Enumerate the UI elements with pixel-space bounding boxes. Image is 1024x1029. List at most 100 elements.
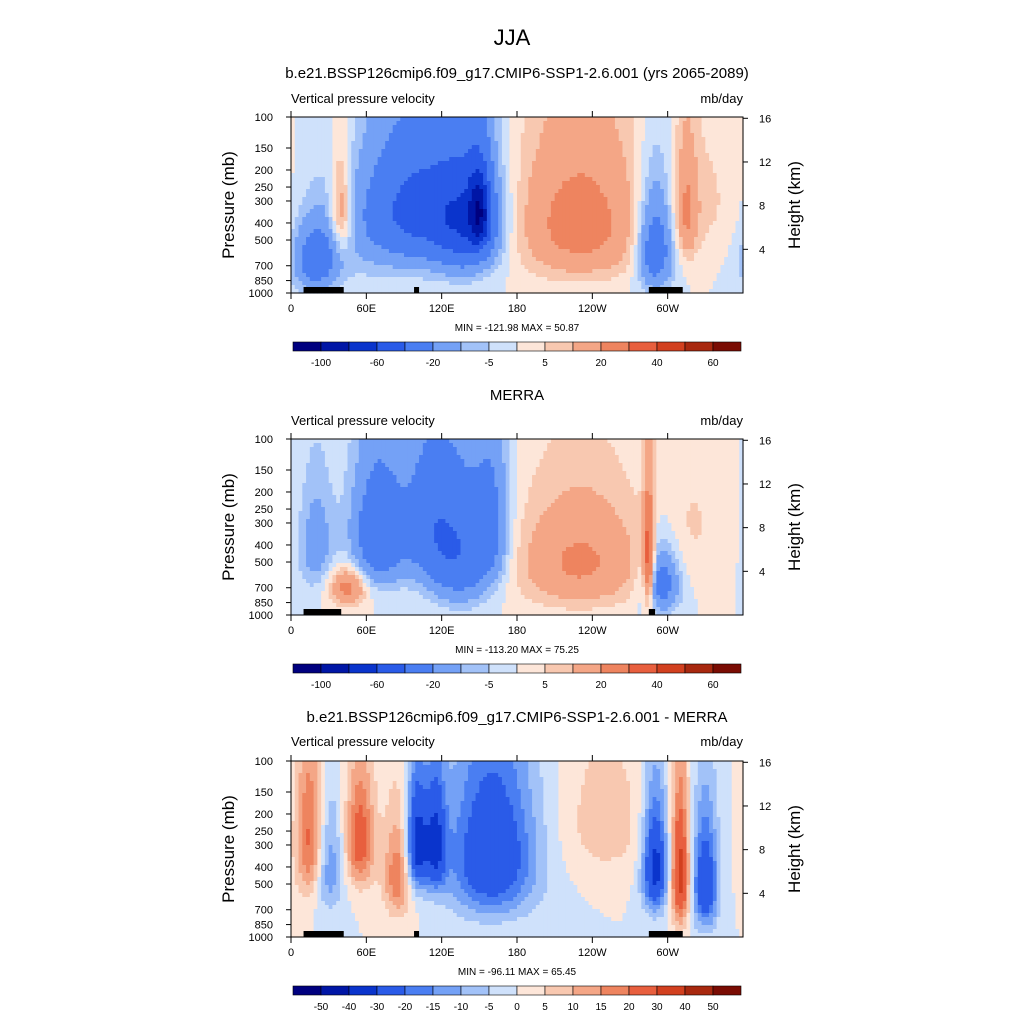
heatmap-cell (475, 213, 480, 218)
heatmap-cell (385, 137, 390, 142)
heatmap-cell (411, 169, 416, 174)
heatmap-cell (317, 217, 322, 222)
heatmap-cell (381, 149, 386, 154)
heatmap-cell (618, 125, 624, 130)
heatmap-cell (422, 145, 428, 150)
heatmap-cell (437, 125, 443, 130)
heatmap-cell (291, 189, 296, 194)
heatmap-cell (291, 213, 296, 218)
heatmap-cell (603, 157, 608, 162)
heatmap-cell (584, 197, 590, 202)
heatmap-cell (524, 213, 529, 218)
heatmap-cell (456, 253, 462, 258)
heatmap-cell (562, 229, 567, 234)
heatmap-cell (324, 165, 330, 170)
heatmap-cell (415, 237, 420, 242)
heatmap-cell (309, 277, 315, 282)
heatmap-cell (430, 197, 435, 202)
heatmap-cell (407, 189, 413, 194)
heatmap-cell (558, 237, 563, 242)
heatmap-cell (517, 177, 522, 182)
heatmap-cell (306, 209, 311, 214)
heatmap-cell (464, 173, 469, 178)
heatmap-cell (577, 145, 582, 150)
heatmap-cell (607, 257, 612, 262)
heatmap-cell (712, 169, 718, 174)
heatmap-cell (543, 117, 548, 122)
heatmap-cell (712, 237, 718, 242)
heatmap-cell (569, 229, 575, 234)
heatmap-cell (565, 141, 571, 146)
heatmap-cell (486, 233, 492, 238)
heatmap-cell (686, 157, 691, 162)
heatmap-cell (373, 205, 379, 210)
heatmap-cell (313, 137, 318, 142)
heatmap-cell (392, 237, 398, 242)
heatmap-cell (396, 165, 401, 170)
heatmap-cell (468, 269, 473, 274)
heatmap-cell (460, 221, 465, 226)
heatmap-cell (332, 213, 337, 218)
heatmap-cell (291, 257, 296, 262)
heatmap-cell (324, 233, 330, 238)
heatmap-cell (419, 137, 424, 142)
heatmap-cell (517, 221, 522, 226)
heatmap-cell (411, 185, 416, 190)
heatmap-cell (294, 189, 300, 194)
heatmap-cell (562, 133, 567, 138)
heatmap-cell (513, 257, 518, 262)
heatmap-cell (671, 197, 676, 202)
heatmap-cell (513, 121, 518, 126)
heatmap-cell (505, 209, 511, 214)
heatmap-cell (697, 117, 703, 122)
heatmap-cell (362, 177, 367, 182)
heatmap-cell (494, 257, 499, 262)
heatmap-cell (656, 149, 661, 154)
heatmap-cell (678, 225, 684, 230)
heatmap-cell (543, 281, 548, 286)
heatmap-cell (697, 125, 703, 130)
heatmap-cell (449, 189, 454, 194)
heatmap-cell (724, 237, 729, 242)
heatmap-cell (343, 209, 349, 214)
heatmap-cell (603, 181, 608, 186)
heatmap-cell (581, 189, 586, 194)
heatmap-cell (520, 193, 526, 198)
heatmap-cell (641, 233, 646, 238)
heatmap-cell (716, 225, 721, 230)
heatmap-cell (709, 153, 714, 158)
heatmap-cell (471, 125, 477, 130)
heatmap-cell (441, 129, 447, 134)
heatmap-cell (622, 245, 627, 250)
heatmap-cell (445, 189, 450, 194)
heatmap-cell (588, 201, 593, 206)
heatmap-cell (486, 281, 492, 286)
heatmap-cell (716, 161, 721, 166)
heatmap-cell (550, 265, 556, 270)
heatmap-cell (366, 273, 371, 278)
heatmap-cell (426, 173, 431, 178)
heatmap-cell (720, 173, 725, 178)
heatmap-cell (709, 269, 714, 274)
heatmap-cell (607, 233, 612, 238)
heatmap-cell (498, 177, 503, 182)
heatmap-cell (343, 189, 349, 194)
heatmap-cell (731, 165, 737, 170)
heatmap-cell (637, 277, 642, 282)
heatmap-cell (618, 245, 624, 250)
heatmap-cell (573, 121, 578, 126)
heatmap-cell (343, 213, 349, 218)
heatmap-cell (449, 201, 454, 206)
heatmap-cell (603, 153, 608, 158)
heatmap-cell (626, 137, 631, 142)
heatmap-cell (558, 221, 563, 226)
heatmap-cell (396, 249, 401, 254)
heatmap-cell (652, 233, 657, 238)
heatmap-cell (498, 205, 503, 210)
heatmap-cell (709, 121, 714, 126)
heatmap-cell (697, 213, 703, 218)
heatmap-cell (302, 129, 307, 134)
heatmap-cell (291, 281, 296, 286)
heatmap-cell (678, 229, 684, 234)
heatmap-cell (328, 185, 334, 190)
